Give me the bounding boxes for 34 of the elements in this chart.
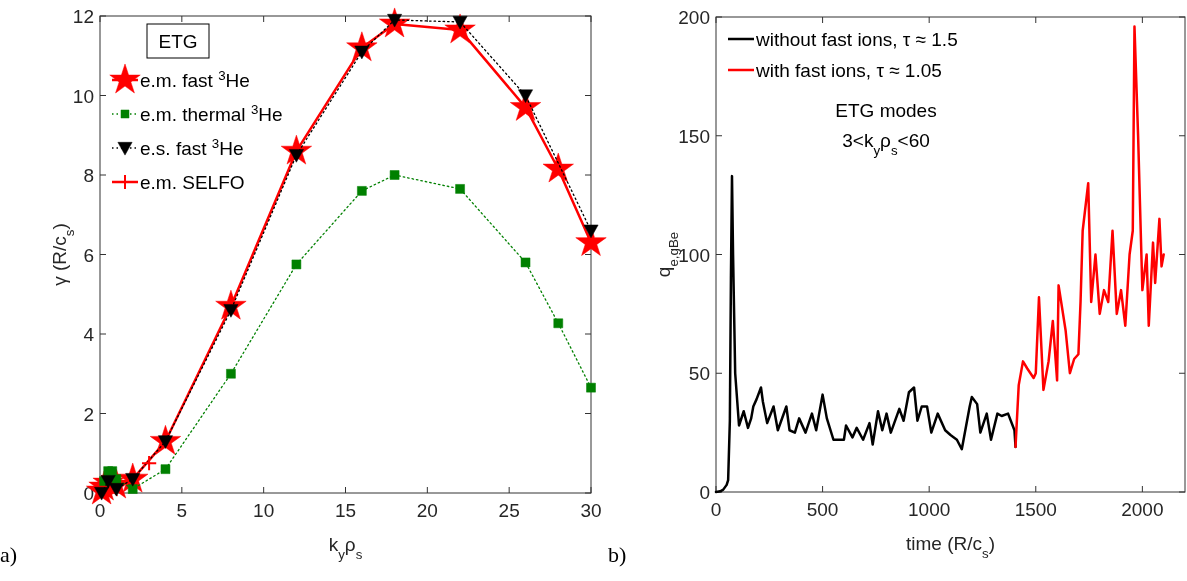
- legend-label: e.m. fast $^{3}$He: [140, 67, 250, 91]
- legend-label: without fast ions, τ ≈ 1.5: [755, 29, 958, 50]
- y-tick-label: 8: [83, 165, 94, 186]
- y-tick-label: 12: [72, 6, 94, 27]
- y-tick-label: 200: [678, 7, 710, 28]
- y-tick-label: 150: [678, 125, 710, 147]
- y-tick-label: 6: [83, 244, 94, 266]
- y-tick-label: 2: [83, 403, 94, 425]
- x-tick-label: 2000: [1121, 499, 1164, 520]
- text: b): [608, 542, 627, 567]
- text: a): [0, 542, 18, 567]
- legend-label: e.s. fast $^{3}$He: [140, 135, 244, 159]
- legend-label: e.m. thermal $^{3}$He: [140, 101, 283, 125]
- x-tick-label: 30: [580, 500, 602, 521]
- y-tick-label: 4: [83, 324, 95, 345]
- legend-label: with fast ions, τ ≈ 1.05: [755, 60, 942, 81]
- x-axis-title: k$_{y}$ρ$_{s}$: [328, 534, 363, 562]
- x-tick-label: 25: [498, 500, 520, 521]
- x-tick-label: 20: [416, 500, 438, 521]
- x-tick-label: 1500: [1014, 499, 1057, 520]
- y-tick-label: 10: [72, 85, 94, 107]
- legend-label: e.m. SELFO: [140, 172, 245, 193]
- y-tick-label: 100: [678, 244, 710, 266]
- annotation: ETG modes: [835, 100, 937, 121]
- y-tick-label: 0: [699, 482, 710, 503]
- x-tick-label: 10: [253, 500, 275, 521]
- x-tick-label: 500: [806, 499, 839, 520]
- x-tick-label: 5: [176, 500, 188, 521]
- legend-title: ETG: [158, 31, 198, 52]
- y-tick-label: 50: [688, 363, 710, 385]
- x-tick-label: 15: [334, 500, 357, 521]
- x-tick-label: 1000: [908, 499, 951, 520]
- annotation: 3<k$_{y}$ρ$_{s}$<60: [842, 130, 930, 158]
- x-axis-title: time (R/c$_{s}$): [906, 533, 995, 561]
